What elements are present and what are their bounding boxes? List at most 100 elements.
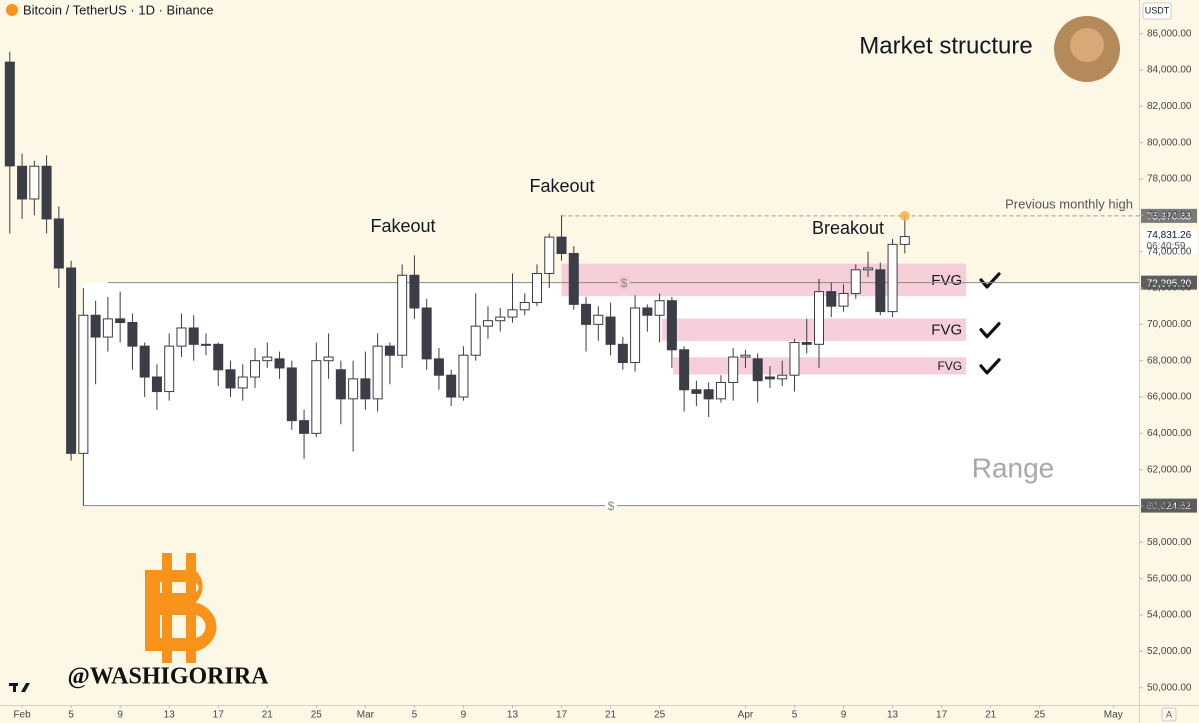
currency-box <box>1142 2 1172 20</box>
candle-body <box>446 374 457 398</box>
candle-body <box>250 360 261 378</box>
last-price-bg <box>1141 228 1197 255</box>
auto-label[interactable]: A <box>1166 709 1172 719</box>
x-tick-label: 25 <box>311 710 323 721</box>
candle-body <box>556 236 567 254</box>
candle-body <box>53 218 64 269</box>
candle-body <box>703 389 714 400</box>
candle-body <box>666 300 677 351</box>
annotation: Fakeout <box>529 176 594 196</box>
y-tick-label: 66,000.00 <box>1147 392 1192 403</box>
x-tick-label: 25 <box>1034 710 1046 721</box>
candle-body <box>397 274 408 356</box>
x-tick-label: 17 <box>556 710 568 721</box>
candle-body <box>740 354 751 358</box>
x-tick-label: 9 <box>117 710 123 721</box>
y-tick-label: 82,000.00 <box>1147 101 1192 112</box>
candle-body <box>519 302 530 311</box>
y-tick-label: 64,000.00 <box>1147 428 1192 439</box>
tradingview-logo <box>9 683 30 692</box>
candle-body <box>482 320 493 327</box>
fvg-label: FVG <box>937 359 962 373</box>
candle-body <box>715 381 726 400</box>
watermark: @WASHIGORIRA <box>67 664 269 690</box>
y-tick-label: 50,000.00 <box>1147 682 1192 693</box>
candle-body <box>863 267 874 271</box>
candle-body <box>581 303 592 325</box>
x-tick-label: May <box>1104 710 1123 721</box>
candle-body <box>887 243 898 313</box>
candle-body <box>115 318 126 324</box>
candle-body <box>29 165 40 200</box>
high-dot <box>899 210 910 221</box>
x-tick-label: 21 <box>262 710 274 721</box>
auto-button[interactable] <box>1161 707 1177 722</box>
header: Bitcoin / TetherUS · 1D · Binance <box>23 2 214 17</box>
candle-body <box>495 316 506 322</box>
x-tick-label: 13 <box>887 710 899 721</box>
currency: USDT <box>1145 5 1170 15</box>
x-tick-label: 17 <box>936 710 948 721</box>
x-tick-label: 5 <box>412 710 418 721</box>
candle-body <box>544 236 555 274</box>
candle-body <box>237 376 248 389</box>
level-label-bg <box>1141 275 1197 290</box>
candle-body <box>838 292 849 307</box>
candle-body <box>875 269 886 313</box>
level-marker: $ <box>621 276 628 290</box>
y-tick-label: 76,000.00 <box>1147 210 1192 221</box>
candle-body <box>372 345 383 400</box>
candle-body <box>262 356 273 362</box>
candle-body <box>286 367 297 422</box>
annotation: Breakout <box>812 218 884 238</box>
candle-body <box>335 369 346 400</box>
countdown: 06:40:59 <box>1147 241 1186 252</box>
y-tick-label: 68,000.00 <box>1147 355 1192 366</box>
candle-body <box>17 165 28 200</box>
candle-body <box>691 389 702 394</box>
candle-body <box>151 376 162 393</box>
candle-body <box>470 325 481 356</box>
candle-body <box>458 354 469 398</box>
candle-body <box>323 356 334 362</box>
candle-body <box>102 318 113 338</box>
candle-body <box>90 314 101 338</box>
candle-body <box>752 358 763 382</box>
x-tick-label: 17 <box>213 710 225 721</box>
y-tick-label: 74,000.00 <box>1147 246 1192 257</box>
candle-body <box>728 356 739 383</box>
candle-body <box>421 307 432 360</box>
fvg-label: FVG <box>931 272 962 289</box>
x-tick-label: 13 <box>164 710 176 721</box>
annotation: Fakeout <box>370 216 435 236</box>
candle-body <box>213 343 224 371</box>
candle-body <box>176 327 187 347</box>
candle-body <box>764 376 775 380</box>
candle-body <box>801 342 812 345</box>
chart-title: Market structure <box>859 32 1032 59</box>
x-tick-label: 25 <box>654 710 666 721</box>
candle-body <box>617 343 628 363</box>
y-tick-label: 58,000.00 <box>1147 537 1192 548</box>
candle-body <box>188 327 199 345</box>
level-label: 72,295.20 <box>1147 278 1192 289</box>
candle-body <box>274 358 285 369</box>
candle-body <box>593 314 604 325</box>
x-tick-label: Feb <box>13 710 31 721</box>
y-tick-label: 80,000.00 <box>1147 137 1192 148</box>
x-tick-label: 21 <box>605 710 617 721</box>
x-tick-label: Mar <box>357 710 375 721</box>
y-tick-label: 78,000.00 <box>1147 174 1192 185</box>
candle-body <box>899 236 910 245</box>
avatar-face <box>1070 28 1104 62</box>
candle-body <box>433 358 444 376</box>
candle-body <box>139 345 150 378</box>
candle-body <box>777 374 788 380</box>
level-marker: $ <box>608 499 615 513</box>
candle-body <box>200 343 211 346</box>
candle-body <box>532 272 543 304</box>
x-tick-label: 9 <box>841 710 847 721</box>
candle-body <box>507 309 518 318</box>
candle-body <box>826 291 837 307</box>
